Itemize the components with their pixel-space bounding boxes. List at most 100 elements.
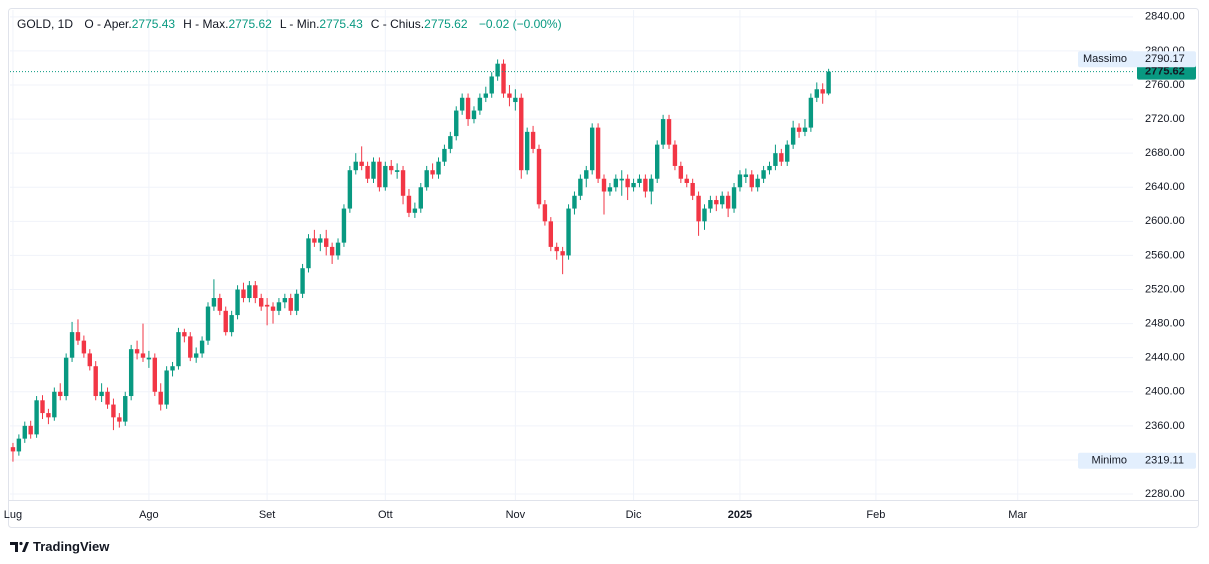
candle-body <box>75 332 81 341</box>
candle-body <box>164 370 169 405</box>
legend-item: H - Max.2775.62 <box>183 17 272 31</box>
x-tick-label: Feb <box>866 509 885 521</box>
candle-body <box>607 187 613 192</box>
candle-body <box>217 298 223 311</box>
candle-body <box>489 76 494 94</box>
candle-body <box>306 238 311 269</box>
y-tick-label: 2600.00 <box>1145 215 1185 227</box>
high-marker-label: Massimo <box>1083 53 1127 65</box>
legend-value: 2775.43 <box>319 17 363 31</box>
legend-label: C - Chius. <box>370 17 425 31</box>
candle-body <box>619 178 624 181</box>
candle-body <box>140 353 146 358</box>
candle-body <box>779 153 784 162</box>
candle-body <box>601 178 607 192</box>
legend-items: O - Aper.2775.43 H - Max.2775.62 L - Min.2… <box>76 17 467 31</box>
y-tick-label: 2480.00 <box>1145 318 1185 330</box>
candle-body <box>188 336 193 358</box>
candle-body <box>406 195 412 213</box>
candle-body <box>229 315 234 333</box>
candle-body <box>329 246 335 256</box>
y-tick-label: 2760.00 <box>1145 79 1185 91</box>
candle-body <box>199 340 205 354</box>
x-tick-label: Lug <box>4 509 22 521</box>
symbol: GOLD, 1D <box>17 17 74 31</box>
candle-body <box>513 97 518 103</box>
candle-body <box>820 89 825 94</box>
legend-label: O - Aper. <box>84 17 132 31</box>
candle-body <box>785 144 790 162</box>
candle-body <box>276 302 282 311</box>
legend-value: 2775.62 <box>228 17 272 31</box>
candle-body <box>696 195 701 222</box>
candle-body <box>743 174 749 178</box>
candle-body <box>814 89 819 98</box>
chart-frame <box>8 8 1199 528</box>
low-marker-value: 2319.11 <box>1145 455 1184 467</box>
candle-body <box>123 396 128 422</box>
candle-body <box>708 200 713 209</box>
candle-body <box>394 170 400 172</box>
candle-body <box>477 97 483 111</box>
brand: TradingView <box>33 539 110 554</box>
change: −0.02 (−0.00%) <box>478 17 562 31</box>
candles <box>10 59 831 462</box>
candle-body <box>536 148 542 205</box>
candle-body <box>660 119 666 145</box>
candle-body <box>802 127 808 132</box>
candle-body <box>69 332 75 358</box>
candle-body <box>465 97 471 120</box>
candle-body <box>170 366 175 371</box>
legend-value: 2775.62 <box>424 17 468 31</box>
candle-body <box>389 165 394 171</box>
candle-body <box>146 357 152 360</box>
candle-body <box>714 200 719 205</box>
high-marker-value: 2790.17 <box>1145 53 1185 65</box>
candle-body <box>324 238 329 247</box>
candle-body <box>117 417 122 422</box>
candle-body <box>418 187 423 209</box>
candle-body <box>507 93 512 98</box>
candle-body <box>253 285 258 299</box>
candle-body <box>767 165 772 171</box>
candle-body <box>365 165 370 179</box>
candle-body <box>808 97 814 128</box>
candle-body <box>193 353 199 358</box>
candle-body <box>826 71 831 94</box>
candle-body <box>655 144 660 179</box>
candle-body <box>749 174 754 188</box>
candle-body <box>436 161 441 175</box>
candle-body <box>720 195 725 205</box>
y-tick-label: 2680.00 <box>1145 147 1185 159</box>
candle-body <box>359 161 364 166</box>
x-tick-label: Mar <box>1008 509 1027 521</box>
candle-body <box>347 170 353 209</box>
candle-body <box>483 93 488 98</box>
candle-body <box>282 298 288 303</box>
candle-body <box>152 357 158 392</box>
x-tick-label: Nov <box>506 509 526 521</box>
candle-body <box>318 238 323 243</box>
y-tick-label: 2840.00 <box>1145 11 1185 23</box>
candle-body <box>471 110 477 120</box>
legend-value: 2775.43 <box>131 17 176 31</box>
candle-body <box>519 97 524 171</box>
candle-body <box>40 400 45 414</box>
high-marker-box <box>1078 51 1196 68</box>
y-tick-label: 2360.00 <box>1145 420 1185 432</box>
candle-body <box>554 246 559 252</box>
candle-body <box>134 349 140 354</box>
candle-body <box>22 425 27 439</box>
candle-body <box>524 131 530 171</box>
candle-body <box>755 178 760 188</box>
y-tick-label: 2400.00 <box>1145 386 1185 398</box>
legend-item: L - Min.2775.43 <box>280 17 363 31</box>
candle-body <box>454 110 459 137</box>
y-tick-label: 2440.00 <box>1145 352 1185 364</box>
candle-body <box>690 182 695 196</box>
last-price-tag <box>1137 63 1196 80</box>
candle-body <box>16 438 22 452</box>
candle-body <box>383 165 388 188</box>
candle-body <box>796 127 802 132</box>
candle-body <box>258 298 264 307</box>
